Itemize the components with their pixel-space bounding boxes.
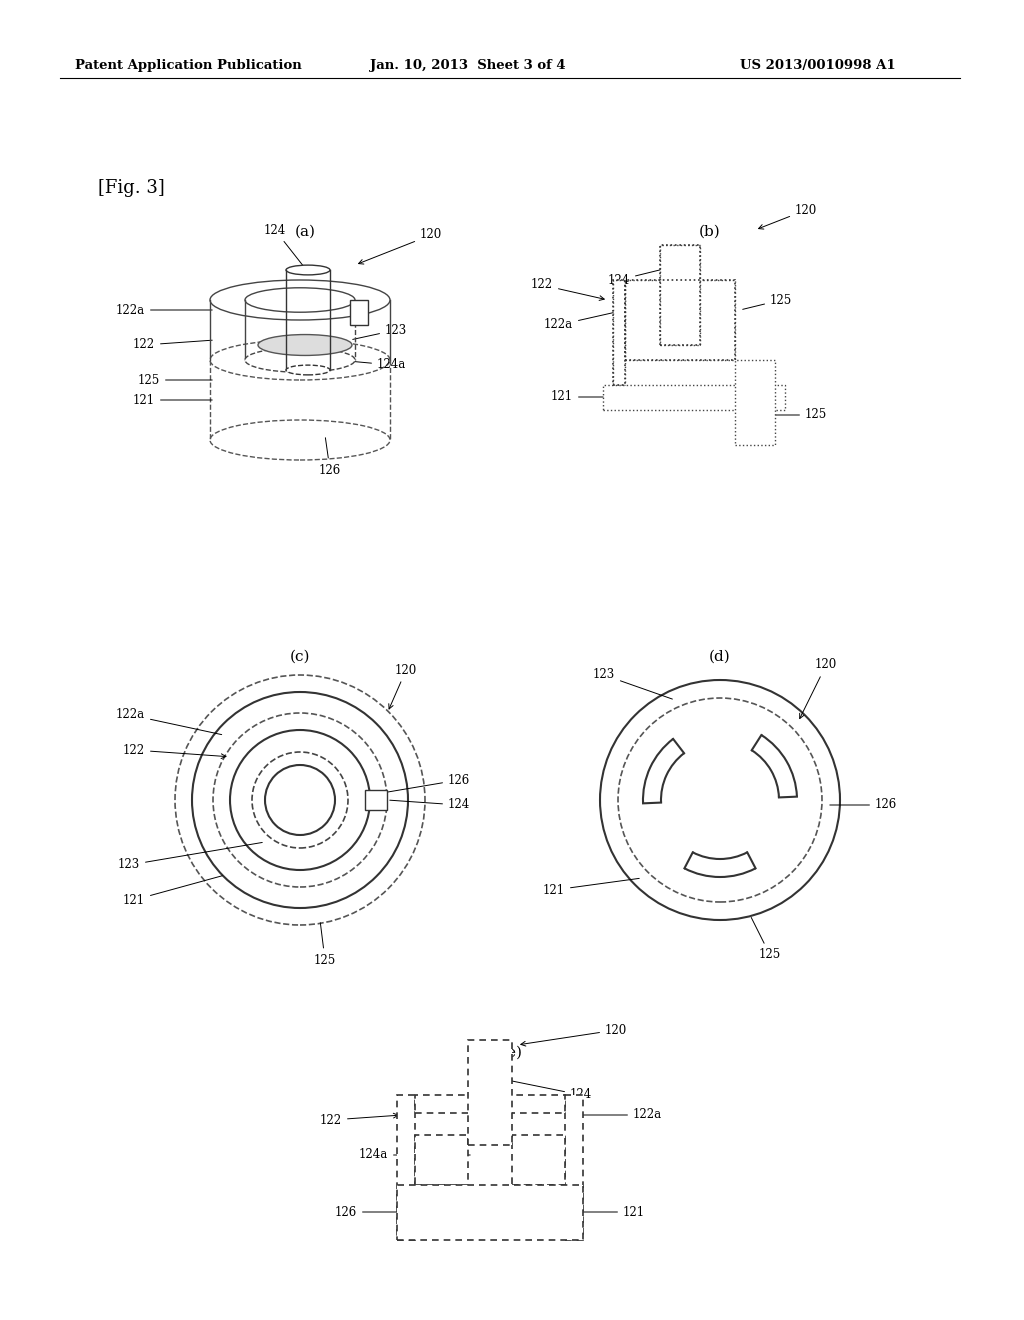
- Text: 123: 123: [118, 842, 262, 871]
- Text: 124: 124: [390, 799, 470, 812]
- Text: 124a: 124a: [358, 1148, 470, 1162]
- Bar: [625, 280, 735, 360]
- Text: 124: 124: [510, 1081, 592, 1101]
- Bar: [397, 1185, 583, 1239]
- Text: 123: 123: [352, 323, 408, 339]
- Text: 125: 125: [752, 917, 781, 961]
- Ellipse shape: [286, 265, 330, 275]
- Text: 120: 120: [759, 203, 817, 230]
- Bar: [660, 246, 700, 345]
- Text: 122a: 122a: [116, 709, 221, 735]
- Text: 122: 122: [133, 338, 212, 351]
- Text: (b): (b): [699, 224, 721, 239]
- Text: 126: 126: [373, 774, 470, 795]
- Text: Patent Application Publication: Patent Application Publication: [75, 58, 302, 71]
- Text: 124a: 124a: [340, 359, 407, 371]
- Bar: [613, 280, 625, 385]
- Bar: [365, 789, 387, 810]
- Text: 120: 120: [389, 664, 417, 709]
- Text: 122: 122: [123, 743, 226, 759]
- Text: 125: 125: [758, 408, 827, 421]
- Bar: [350, 300, 368, 325]
- Text: (a): (a): [295, 224, 315, 239]
- Ellipse shape: [286, 366, 330, 375]
- Text: 121: 121: [123, 875, 222, 907]
- Text: US 2013/0010998 A1: US 2013/0010998 A1: [740, 58, 896, 71]
- Bar: [565, 1096, 583, 1239]
- Ellipse shape: [245, 347, 355, 372]
- Bar: [735, 360, 775, 445]
- Text: 120: 120: [521, 1023, 628, 1045]
- Bar: [660, 246, 700, 345]
- Text: 126: 126: [829, 799, 897, 812]
- Text: 124: 124: [264, 223, 306, 269]
- Bar: [415, 1096, 565, 1113]
- Bar: [603, 385, 785, 411]
- Text: 122a: 122a: [581, 1109, 663, 1122]
- Text: (c): (c): [290, 649, 310, 664]
- Text: 126: 126: [318, 438, 341, 477]
- Bar: [625, 280, 735, 360]
- Text: 121: 121: [566, 1205, 645, 1218]
- Text: 125: 125: [742, 293, 793, 309]
- Text: (d): (d): [710, 649, 731, 664]
- Text: Jan. 10, 2013  Sheet 3 of 4: Jan. 10, 2013 Sheet 3 of 4: [370, 58, 565, 71]
- Ellipse shape: [210, 341, 390, 380]
- Text: 120: 120: [800, 659, 838, 718]
- Text: 122: 122: [530, 279, 604, 301]
- Text: 125: 125: [138, 374, 212, 387]
- Bar: [468, 1040, 512, 1144]
- Bar: [613, 280, 625, 385]
- Text: 121: 121: [133, 393, 212, 407]
- Ellipse shape: [245, 288, 355, 313]
- Bar: [415, 1135, 468, 1185]
- Text: 124: 124: [608, 265, 677, 286]
- Text: 122a: 122a: [544, 310, 623, 331]
- Text: 126: 126: [335, 1205, 415, 1218]
- Text: 122a: 122a: [116, 304, 212, 317]
- Text: [Fig. 3]: [Fig. 3]: [98, 180, 165, 197]
- Text: 121: 121: [551, 391, 621, 404]
- Bar: [397, 1096, 415, 1239]
- Bar: [512, 1135, 565, 1185]
- Text: 123: 123: [593, 668, 673, 700]
- Text: 125: 125: [314, 923, 336, 966]
- Ellipse shape: [210, 280, 390, 319]
- Text: 121: 121: [543, 878, 639, 896]
- Text: 120: 120: [358, 228, 442, 264]
- Text: (e): (e): [502, 1045, 522, 1060]
- Text: 122: 122: [319, 1113, 398, 1126]
- Ellipse shape: [258, 334, 352, 355]
